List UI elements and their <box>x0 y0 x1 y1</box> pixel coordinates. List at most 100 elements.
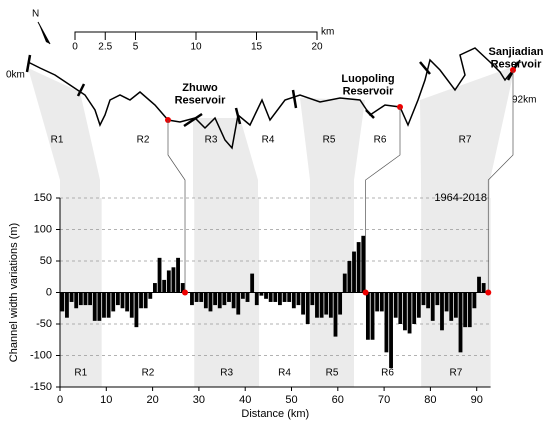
reservoir-label: Luopoling Reservoir <box>341 73 394 98</box>
region-label: R5 <box>323 135 336 146</box>
bar <box>449 292 454 321</box>
bar <box>245 292 250 302</box>
bar <box>282 292 287 302</box>
bar <box>365 292 370 340</box>
bar <box>477 276 481 293</box>
connector <box>167 120 186 293</box>
bar <box>120 292 125 309</box>
scale-label: 0 <box>72 42 78 53</box>
bar <box>213 292 218 306</box>
bar <box>393 292 398 318</box>
bar <box>162 279 167 293</box>
bar <box>347 261 352 293</box>
bar <box>203 292 208 309</box>
cut <box>183 112 203 128</box>
bar <box>190 292 194 306</box>
region-label: R1 <box>51 135 64 146</box>
reservoir-dot <box>362 289 369 296</box>
bar <box>463 292 468 328</box>
funnel <box>28 68 100 198</box>
y-tick-label: 50 <box>40 255 52 267</box>
bar <box>305 292 310 324</box>
y-tick-label: -150 <box>30 381 52 393</box>
x-tick-label: 0 <box>57 394 63 406</box>
y-tick-label: 0 <box>46 286 52 298</box>
y-axis-label: Channel width variations (m) <box>8 223 20 362</box>
bar <box>60 292 65 312</box>
scale-label: 10 <box>190 42 202 53</box>
x-tick-label: 30 <box>193 394 205 406</box>
region-label: R4 <box>278 368 291 379</box>
bar <box>375 292 380 312</box>
connector <box>487 70 514 293</box>
funnel <box>420 66 515 198</box>
start-label: 0km <box>6 70 25 81</box>
bar <box>199 292 204 302</box>
scale-label: 5 <box>133 42 139 53</box>
bar <box>115 292 120 306</box>
bar <box>338 292 343 315</box>
bar <box>139 292 143 309</box>
bar <box>250 273 255 293</box>
scale-label: 15 <box>251 42 263 53</box>
bar <box>333 292 338 337</box>
y-tick-label: 150 <box>34 192 52 204</box>
funnel <box>193 118 258 198</box>
bar <box>264 292 268 299</box>
bar <box>166 270 171 293</box>
x-axis-label: Distance (km) <box>241 408 309 420</box>
bar <box>481 283 486 293</box>
cut <box>234 107 242 125</box>
bar <box>268 292 273 302</box>
bar <box>444 292 449 312</box>
reservoir-label: Sanjiadian Reservoir <box>488 46 543 71</box>
river <box>27 47 521 150</box>
reservoir-label: Zhuwo Reservoir <box>175 82 226 107</box>
bar <box>74 292 79 309</box>
bar <box>143 292 148 309</box>
bar <box>88 292 93 306</box>
region-label: R4 <box>262 135 275 146</box>
bar <box>472 292 477 309</box>
plot: R1 R2 R3 R4 R5 R6 R7 -150 -100 -50 0 50 100 150 0 10 20 3… <box>8 70 514 420</box>
bar <box>259 292 264 296</box>
bar <box>217 292 222 309</box>
bar <box>421 292 426 306</box>
y-tick-label: 100 <box>34 223 52 235</box>
connector <box>365 107 401 293</box>
bar <box>458 292 463 353</box>
bar <box>231 292 236 309</box>
annotation: 1964-2018 <box>434 192 487 204</box>
scale-label: 20 <box>311 42 323 53</box>
funnels <box>28 66 515 198</box>
bar <box>426 292 431 309</box>
bar <box>102 292 106 318</box>
reservoir-dot <box>182 289 189 296</box>
bar <box>148 292 153 299</box>
bar <box>435 292 440 306</box>
reservoir-dot <box>485 289 492 296</box>
bar <box>416 292 421 318</box>
bar <box>379 292 384 312</box>
scale-label: 2.5 <box>98 42 112 53</box>
arrow-line <box>37 21 51 45</box>
region-label: R7 <box>459 135 472 146</box>
bar <box>403 292 407 331</box>
scale-bar: 0 2.5 5 10 15 20 km <box>72 27 334 53</box>
bar <box>328 292 333 318</box>
bar <box>65 292 69 318</box>
bar <box>398 292 403 324</box>
bar <box>227 292 231 302</box>
cut <box>365 109 375 119</box>
region-label: R6 <box>374 135 387 146</box>
x-tick-label: 10 <box>100 394 112 406</box>
end-label: 92km <box>512 95 536 106</box>
x-tick-label: 90 <box>471 394 483 406</box>
bar <box>319 292 324 318</box>
bar <box>273 292 278 302</box>
region-label: R1 <box>74 368 87 379</box>
x-tick-label: 80 <box>424 394 436 406</box>
bar <box>453 292 458 318</box>
bar <box>342 273 347 293</box>
bar <box>129 292 134 318</box>
